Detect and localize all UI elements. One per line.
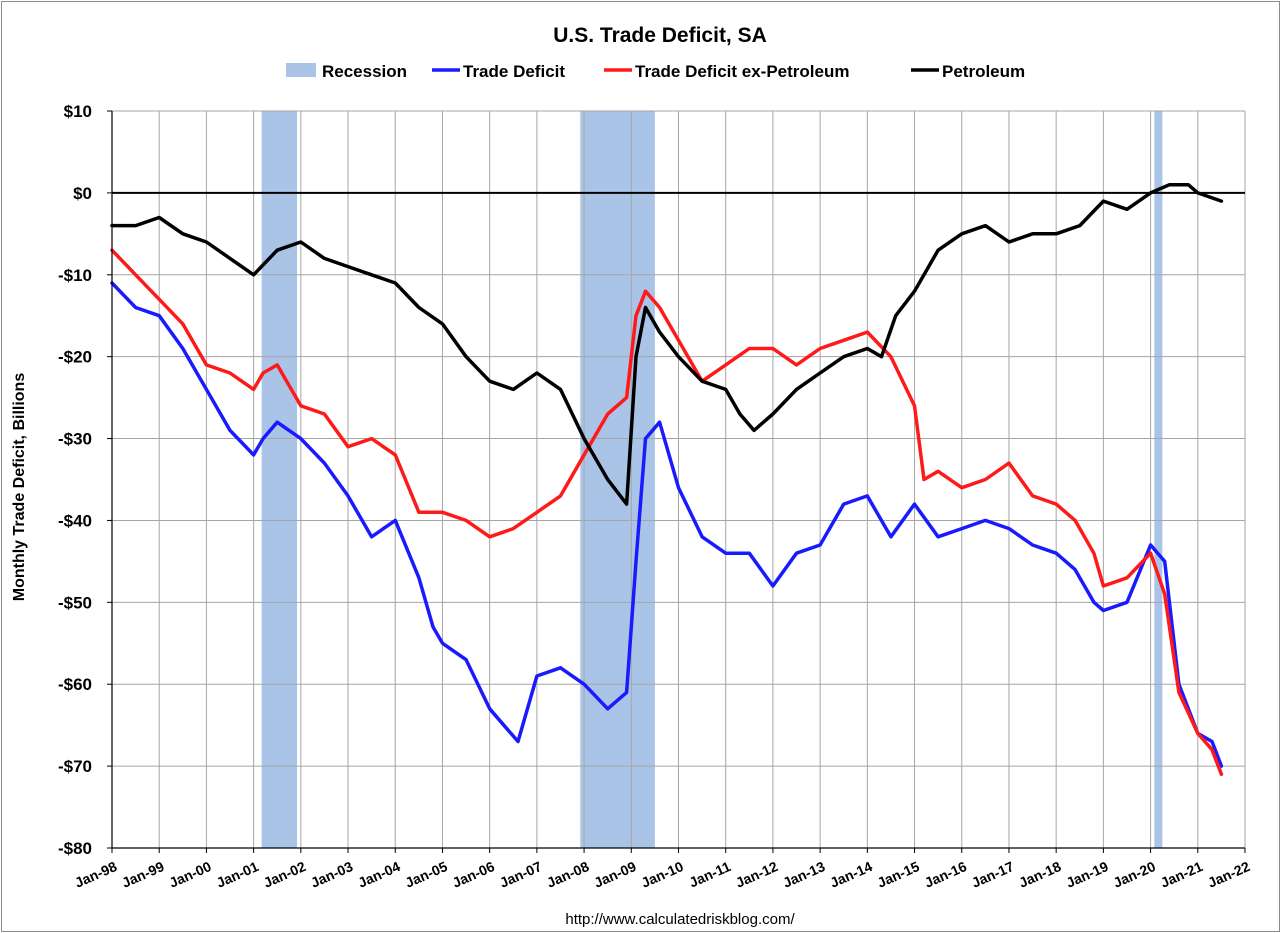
series-lines — [110, 182, 1224, 777]
y-tick-label: $10 — [64, 102, 92, 121]
y-tick-label: $0 — [73, 184, 92, 203]
y-tick-label: -$80 — [58, 839, 92, 858]
x-tick-label: Jan-08 — [544, 858, 591, 891]
source-url: http://www.calculatedriskblog.com/ — [565, 911, 795, 928]
y-tick-label: -$10 — [58, 266, 92, 285]
series-line-trade-deficit-ex-petroleum — [110, 248, 1224, 777]
recession-band-1 — [261, 111, 298, 848]
x-tick-label: Jan-07 — [497, 858, 544, 891]
x-tick-label: Jan-03 — [308, 858, 355, 891]
y-axis-label: Monthly Trade Deficit, Billions — [11, 373, 28, 602]
y-tick-label: -$30 — [58, 430, 92, 449]
y-tick-label: -$70 — [58, 757, 92, 776]
x-tick-label: Jan-06 — [450, 858, 497, 891]
x-tick-label: Jan-19 — [1064, 858, 1111, 891]
y-tick-label: -$60 — [58, 675, 92, 694]
x-tick-label: Jan-17 — [969, 858, 1016, 891]
legend-label: Trade Deficit ex-Petroleum — [635, 62, 849, 81]
y-tick-label: -$20 — [58, 348, 92, 367]
x-tick-label: Jan-16 — [922, 858, 969, 891]
legend: Recession Trade Deficit Trade Deficit ex-P… — [286, 62, 1025, 81]
x-tick-label: Jan-99 — [119, 858, 166, 891]
x-tick-label: Jan-05 — [403, 858, 450, 891]
x-tick-label: Jan-22 — [1205, 858, 1252, 891]
series-line-petroleum — [110, 182, 1224, 506]
recession-band-3 — [1154, 111, 1163, 848]
y-tick-label: -$40 — [58, 511, 92, 530]
x-tick-label: Jan-04 — [355, 858, 402, 891]
y-axis-ticks: $10 $0 -$10 -$20 -$30 -$40 -$50 -$60 -$70 -$80 — [58, 102, 112, 858]
series-line-trade-deficit — [110, 281, 1224, 768]
x-tick-label: Jan-20 — [1111, 858, 1158, 891]
x-tick-label: Jan-02 — [261, 858, 308, 891]
gridlines — [112, 110, 1246, 849]
legend-label: Trade Deficit — [463, 62, 565, 81]
x-tick-label: Jan-98 — [72, 858, 119, 891]
x-tick-label: Jan-00 — [167, 858, 214, 891]
x-axis-ticks: Jan-98 Jan-99 Jan-00 Jan-01 Jan-02 Jan-03 Jan-… — [72, 848, 1252, 891]
x-tick-label: Jan-21 — [1158, 858, 1205, 891]
x-tick-label: Jan-01 — [214, 858, 261, 891]
x-tick-label: Jan-14 — [828, 858, 875, 891]
x-tick-label: Jan-18 — [1016, 858, 1063, 891]
chart-title: U.S. Trade Deficit, SA — [553, 24, 767, 47]
x-tick-label: Jan-09 — [591, 858, 638, 891]
x-tick-label: Jan-13 — [780, 858, 827, 891]
x-tick-label: Jan-12 — [733, 858, 780, 891]
x-tick-label: Jan-15 — [875, 858, 922, 891]
y-tick-label: -$50 — [58, 593, 92, 612]
legend-label: Petroleum — [942, 62, 1025, 81]
x-tick-label: Jan-10 — [639, 858, 686, 891]
x-tick-label: Jan-11 — [687, 858, 734, 890]
legend-label: Recession — [322, 62, 407, 81]
legend-swatch-recession — [286, 63, 316, 77]
